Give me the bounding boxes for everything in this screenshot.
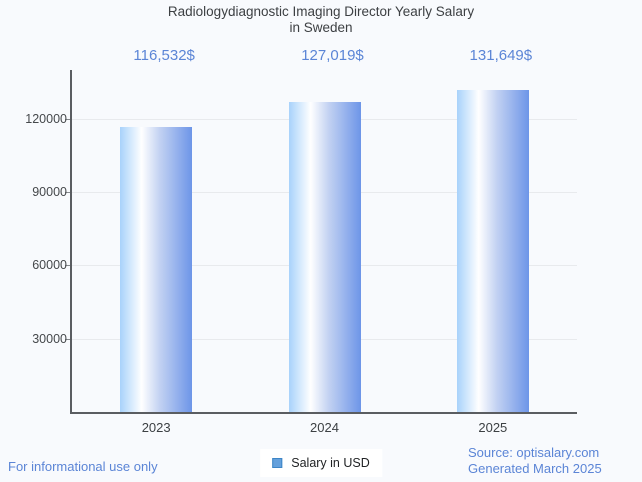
y-axis-tick-label: 120000 xyxy=(25,111,67,126)
plot-area: 30000 60000 90000 120000 116,532$ 2023 127,019… xyxy=(25,47,577,435)
y-axis-tickmark xyxy=(65,265,70,267)
chart-title: Radiologydiagnostic Imaging Director Yea… xyxy=(0,4,642,36)
disclaimer-text: For informational use only xyxy=(8,459,158,474)
y-axis-tickmark xyxy=(65,192,70,194)
bar-value-label-2025: 131,649$ xyxy=(469,47,533,64)
legend-series-marker-icon xyxy=(272,458,283,468)
legend-series-label: Salary in USD xyxy=(291,456,370,470)
chart-title-line1: Radiologydiagnostic Imaging Director Yea… xyxy=(167,4,475,19)
y-axis-tick-label: 90000 xyxy=(32,185,67,200)
salary-bar-2024[interactable] xyxy=(288,101,361,412)
y-axis-tickmark xyxy=(65,338,70,340)
source-site: Source: optisalary.com xyxy=(468,445,600,460)
y-axis-tick-label: 30000 xyxy=(32,331,67,346)
bar-value-label-2023: 116,532$ xyxy=(133,47,195,64)
y-axis-tickmark xyxy=(65,118,70,120)
generated-date: Generated March 2025 xyxy=(468,460,602,476)
legend: Salary in USD xyxy=(260,449,382,477)
chart-title-line2: in Sweden xyxy=(289,20,353,35)
salary-bar-2025[interactable] xyxy=(456,90,529,412)
x-axis-label-2023: 2023 xyxy=(141,420,171,435)
x-axis-label-2024: 2024 xyxy=(310,420,339,435)
source-attribution: Source: optisalary.com Generated March 2… xyxy=(468,445,602,476)
salary-bar-2023[interactable] xyxy=(120,127,193,412)
x-axis-label-2025: 2025 xyxy=(478,420,508,435)
y-axis-tick-label: 60000 xyxy=(32,258,67,273)
bar-value-label-2024: 127,019$ xyxy=(301,47,364,64)
